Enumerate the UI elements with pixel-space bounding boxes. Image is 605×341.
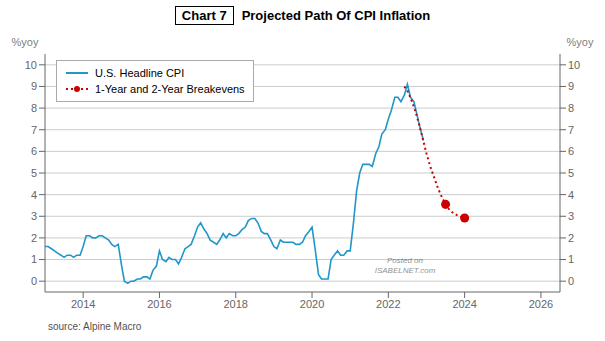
svg-text:8: 8 bbox=[31, 102, 37, 114]
svg-text:5: 5 bbox=[31, 167, 37, 179]
svg-text:3: 3 bbox=[568, 210, 574, 222]
svg-text:0: 0 bbox=[31, 275, 37, 287]
svg-text:9: 9 bbox=[568, 80, 574, 92]
svg-text:2016: 2016 bbox=[147, 298, 171, 310]
svg-text:2: 2 bbox=[568, 232, 574, 244]
svg-text:10: 10 bbox=[25, 59, 37, 71]
svg-text:6: 6 bbox=[568, 145, 574, 157]
svg-text:0: 0 bbox=[568, 275, 574, 287]
svg-text:2018: 2018 bbox=[223, 298, 247, 310]
svg-text:4: 4 bbox=[568, 189, 574, 201]
svg-text:2026: 2026 bbox=[529, 298, 553, 310]
html-text:source: Alpine Macro: source: Alpine Macro bbox=[48, 321, 142, 332]
html-text:ISABELNET.com: ISABELNET.com bbox=[374, 266, 436, 275]
html-text:U.S. Headline CPI: U.S. Headline CPI bbox=[95, 67, 185, 79]
svg-text:2: 2 bbox=[31, 232, 37, 244]
svg-text:2020: 2020 bbox=[300, 298, 324, 310]
svg-text:4: 4 bbox=[31, 189, 37, 201]
svg-text:10: 10 bbox=[568, 59, 580, 71]
svg-text:2024: 2024 bbox=[452, 298, 476, 310]
svg-text:1: 1 bbox=[568, 253, 574, 265]
svg-text:%yoy: %yoy bbox=[567, 36, 594, 48]
svg-text:5: 5 bbox=[568, 167, 574, 179]
html-text:Chart 7: Chart 7 bbox=[181, 7, 227, 23]
html-text:Projected Path Of CPI Inflatio: Projected Path Of CPI Inflation bbox=[241, 7, 431, 23]
svg-text:8: 8 bbox=[568, 102, 574, 114]
html-text:1-Year and 2-Year Breakevens: 1-Year and 2-Year Breakevens bbox=[95, 83, 245, 95]
svg-text:1: 1 bbox=[31, 253, 37, 265]
html-text:Posted on: Posted on bbox=[387, 256, 423, 265]
svg-text:7: 7 bbox=[568, 124, 574, 136]
svg-text:2014: 2014 bbox=[71, 298, 95, 310]
svg-text:9: 9 bbox=[31, 80, 37, 92]
svg-text:6: 6 bbox=[31, 145, 37, 157]
svg-text:%yoy: %yoy bbox=[12, 36, 39, 48]
svg-text:2022: 2022 bbox=[376, 298, 400, 310]
svg-text:7: 7 bbox=[31, 124, 37, 136]
svg-text:3: 3 bbox=[31, 210, 37, 222]
